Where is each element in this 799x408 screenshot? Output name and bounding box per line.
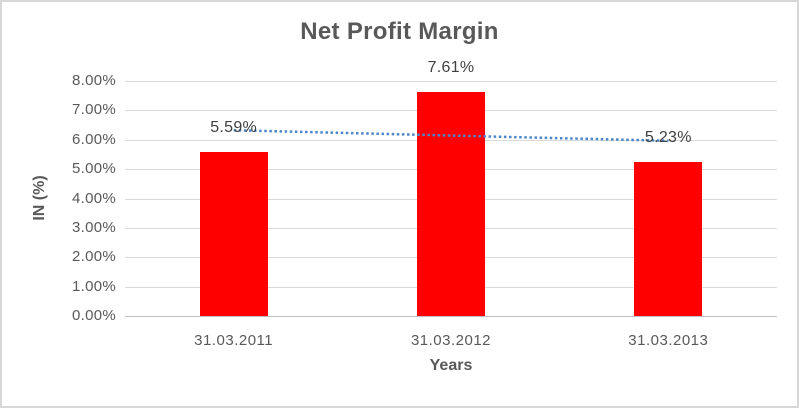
x-axis-title: Years — [429, 357, 473, 374]
bar-31-03-2011 — [199, 151, 268, 316]
chart-title: Net Profit Margin — [300, 18, 499, 45]
x-tick-label: 31.03.2013 — [628, 332, 709, 349]
bar-31-03-2013 — [634, 162, 703, 316]
x-tick-label: 31.03.2012 — [410, 332, 492, 349]
x-axis-line — [125, 316, 777, 317]
y-tick-label: 4.00% — [71, 189, 116, 207]
y-tick-label: 1.00% — [71, 277, 116, 295]
x-tick-label: 31.03.2011 — [194, 332, 274, 349]
gridline — [125, 81, 777, 82]
trendline-dotted — [233, 129, 669, 143]
y-tick-label: 6.00% — [71, 130, 116, 148]
data-label: 5.23% — [644, 129, 692, 147]
y-tick-label: 7.00% — [71, 101, 116, 119]
bar-31-03-2012 — [417, 92, 485, 316]
y-tick-label: 5.00% — [71, 160, 116, 178]
data-label: 5.59% — [210, 118, 258, 136]
y-tick-label: 8.00% — [71, 72, 116, 89]
plot-area — [125, 81, 777, 317]
y-tick-label: 3.00% — [71, 218, 116, 236]
data-label: 7.61% — [427, 59, 475, 77]
y-tick-label: 2.00% — [71, 248, 116, 266]
y-tick-label: 0.00% — [71, 307, 116, 324]
